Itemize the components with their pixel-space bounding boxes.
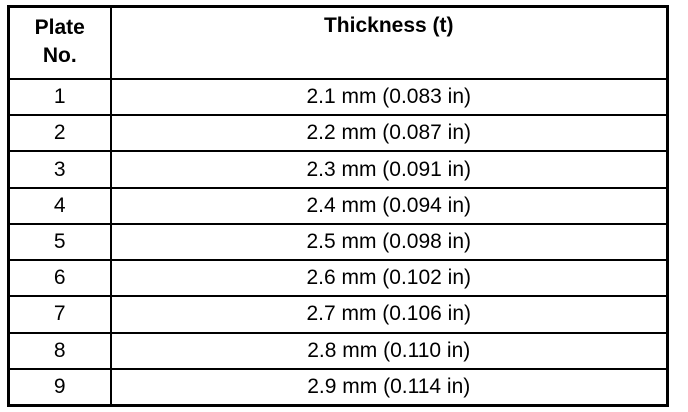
plate-number: 2 — [7, 114, 112, 153]
table-row: 9 2.9 mm (0.114 in) — [7, 367, 669, 407]
thickness-table: Plate No. Thickness (t) 1 2.1 mm (0.083 i… — [7, 5, 669, 407]
table-row: 5 2.5 mm (0.098 in) — [7, 222, 669, 262]
plate-number: 9 — [7, 367, 112, 407]
header-text: Plate No. — [34, 16, 85, 67]
header-cell: Plate No. — [7, 5, 112, 80]
header-text: Thickness (t) — [323, 14, 454, 37]
table-row: 7 2.7 mm (0.106 in) — [7, 295, 669, 334]
plate-number: 8 — [7, 331, 112, 370]
thickness: 2.3 mm (0.091 in) — [109, 150, 669, 189]
table-row: 8 2.8 mm (0.110 in) — [7, 331, 669, 370]
plate-number: 3 — [7, 150, 112, 189]
header-cell: Thickness (t) — [109, 5, 669, 80]
plate-number: 7 — [7, 295, 112, 334]
thickness: 2.5 mm (0.098 in) — [109, 222, 669, 262]
plate-number: 1 — [7, 77, 112, 117]
table-row: 3 2.3 mm (0.091 in) — [7, 150, 669, 189]
table-body: 1 2.1 mm (0.083 in) 2 2.2 mm (0.087 in) 3 2.3… — [7, 77, 669, 407]
thickness: 2.6 mm (0.102 in) — [109, 259, 669, 298]
header-row: Plate No. Thickness (t) — [7, 5, 669, 80]
thickness: 2.9 mm (0.114 in) — [109, 367, 669, 407]
thickness: 2.2 mm (0.087 in) — [109, 114, 669, 153]
plate-number: 6 — [7, 259, 112, 298]
table-row: 1 2.1 mm (0.083 in) — [7, 77, 669, 117]
table-row: 2 2.2 mm (0.087 in) — [7, 114, 669, 153]
thickness: 2.1 mm (0.083 in) — [109, 77, 669, 117]
thickness: 2.8 mm (0.110 in) — [109, 331, 669, 370]
thickness: 2.4 mm (0.094 in) — [109, 186, 669, 225]
thickness: 2.7 mm (0.106 in) — [109, 295, 669, 334]
table-row: 4 2.4 mm (0.094 in) — [7, 186, 669, 225]
plate-number: 4 — [7, 186, 112, 225]
table-row: 6 2.6 mm (0.102 in) — [7, 259, 669, 298]
plate-number: 5 — [7, 222, 112, 262]
